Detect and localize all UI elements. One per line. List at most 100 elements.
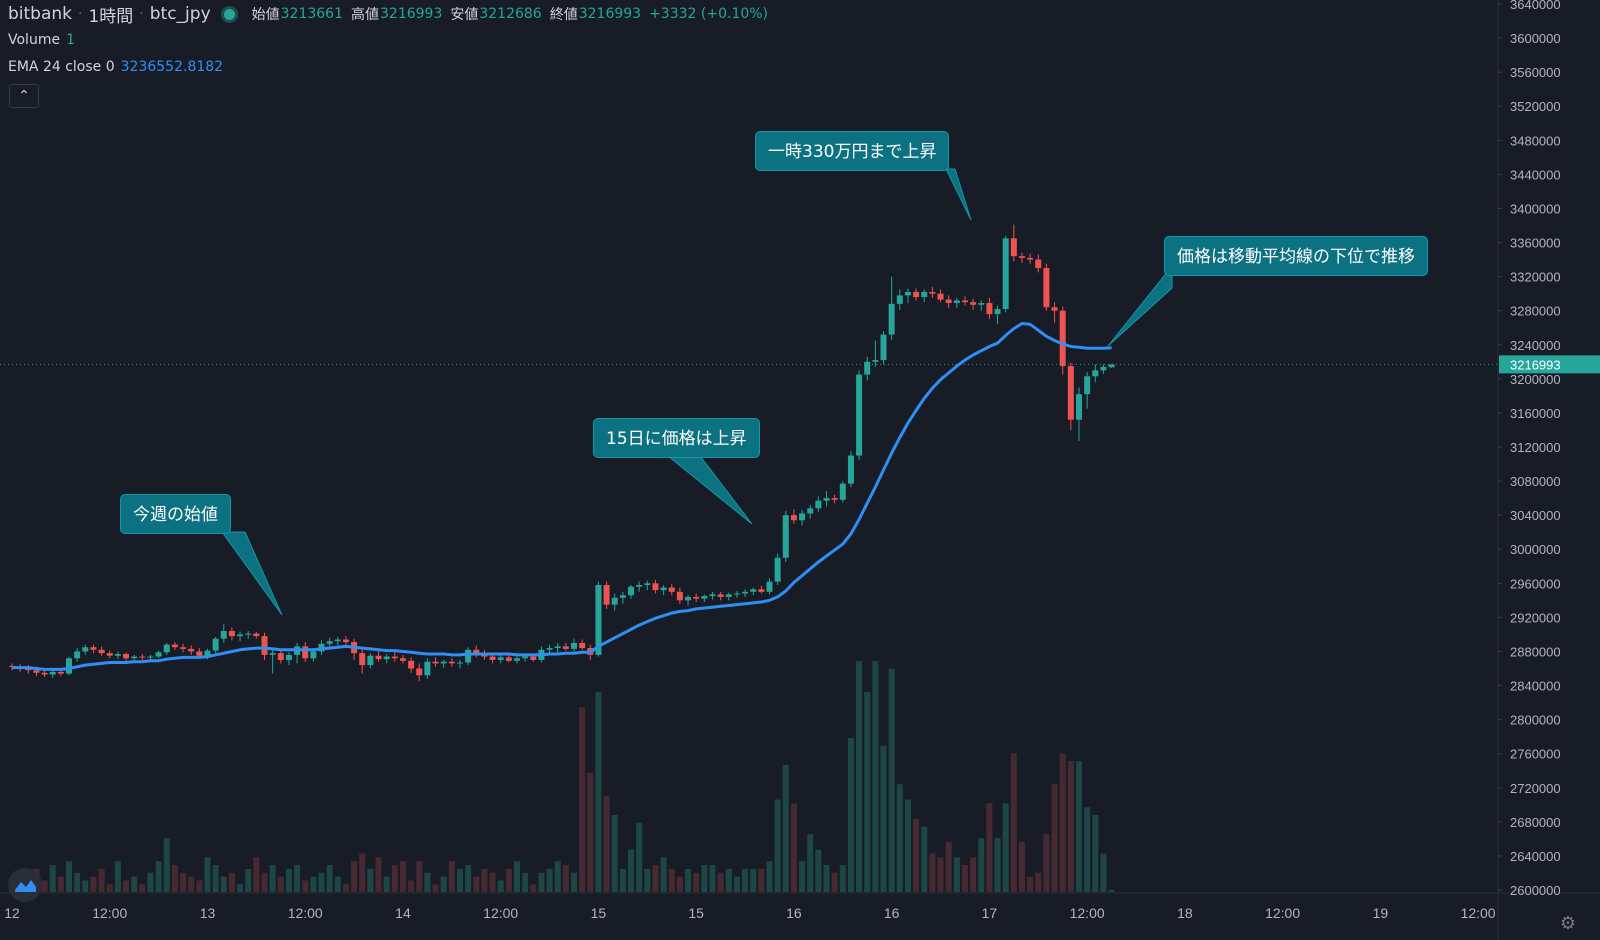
candle-body: [180, 647, 187, 649]
candle-body: [709, 594, 716, 597]
volume-bar: [530, 884, 537, 892]
volume-bar: [302, 880, 309, 892]
volume-bar: [74, 872, 81, 892]
candle-body: [505, 657, 512, 661]
volume-bar: [261, 872, 268, 892]
volume-bar: [285, 868, 292, 892]
volume-bar: [49, 865, 56, 892]
volume-bar: [628, 849, 635, 892]
candle-body: [391, 656, 398, 659]
candle-body: [807, 508, 814, 514]
volume-bar: [1084, 807, 1091, 892]
volume-bar: [82, 880, 89, 892]
volume-bar: [790, 803, 797, 892]
price-tick-label: 2960000: [1510, 576, 1561, 591]
volume-bar: [123, 880, 130, 892]
volume-bar: [571, 872, 578, 892]
price-tick-label: 3080000: [1510, 474, 1561, 489]
candle-body: [725, 594, 732, 597]
candle-body: [904, 291, 911, 296]
volume-bar: [383, 876, 390, 892]
candle-body: [253, 633, 260, 637]
candle-body: [285, 654, 292, 660]
candle-body: [448, 661, 455, 664]
candle-body: [864, 361, 871, 375]
candle-body: [440, 661, 447, 664]
price-tick-label: 3360000: [1510, 236, 1561, 251]
ema-line: [12, 322, 1112, 671]
candle-body: [310, 651, 317, 659]
price-tick-label: 3240000: [1510, 338, 1561, 353]
volume-bar: [90, 876, 97, 892]
candle-body: [880, 334, 887, 361]
candle-body: [1018, 256, 1025, 258]
volume-bar: [823, 865, 830, 892]
volume-bar: [237, 884, 244, 892]
symbol-name[interactable]: btc_jpy: [149, 4, 211, 24]
time-tick-label: 12:00: [1265, 905, 1300, 921]
time-tick-label: 13: [200, 905, 216, 921]
volume-bar: [1100, 853, 1107, 892]
volume-bar: [147, 872, 154, 892]
candle-body: [668, 587, 675, 592]
volume-bar: [456, 868, 463, 892]
candle-body: [1067, 366, 1074, 420]
candle-body: [399, 658, 406, 661]
volume-bar: [880, 745, 887, 892]
candle-body: [465, 649, 472, 663]
candle-body: [660, 587, 667, 591]
open-value: 3213661: [280, 6, 343, 22]
callout-peak-3-3m: 一時330万円まで上昇: [755, 131, 950, 171]
chevron-up-icon: ⌃: [18, 88, 30, 104]
time-tick-label: 19: [1373, 905, 1389, 921]
volume-bar: [1108, 889, 1115, 892]
open-label: 始値: [251, 7, 280, 23]
volume-bar: [1059, 753, 1066, 892]
volume-bar: [1035, 872, 1042, 892]
volume-bar: [953, 857, 960, 892]
candle-body: [937, 293, 944, 300]
collapse-legend-button[interactable]: ⌃: [9, 84, 39, 108]
settings-gear-icon[interactable]: ⚙: [1559, 913, 1576, 934]
volume-bar: [888, 668, 895, 892]
time-tick-label: 14: [395, 905, 411, 921]
volume-bar: [98, 868, 105, 892]
candle-body: [98, 649, 105, 654]
candle-body: [1059, 310, 1066, 367]
last-price-label: 3216993: [1510, 357, 1561, 372]
volume-bar: [114, 861, 121, 892]
candle-body: [106, 653, 113, 656]
volume-bar: [66, 861, 73, 892]
price-tick-label: 3440000: [1510, 167, 1561, 182]
callout-15th-rise: 15日に価格は上昇: [593, 418, 760, 458]
volume-bar: [774, 799, 781, 892]
volume-bar: [228, 872, 235, 892]
candle-body: [1108, 364, 1115, 368]
volume-legend[interactable]: Volume 1: [8, 30, 83, 50]
candle-body: [74, 651, 81, 659]
volume-bar: [505, 868, 512, 892]
volume-bar: [57, 876, 64, 892]
candle-body: [831, 498, 838, 500]
candle-body: [742, 591, 749, 594]
candle-body: [986, 303, 993, 315]
volume-bar: [212, 865, 219, 892]
high-value: 3216993: [380, 6, 443, 22]
volume-bar: [872, 661, 879, 892]
candle-body: [815, 500, 822, 509]
volume-bar: [408, 880, 415, 892]
volume-bar: [432, 884, 439, 892]
tradingview-logo-icon[interactable]: [8, 868, 42, 902]
candle-body: [733, 593, 740, 595]
ema-legend[interactable]: EMA 24 close 0 3236552.8182: [8, 57, 229, 77]
volume-bar: [106, 884, 113, 892]
volume-bar: [171, 865, 178, 892]
candle-body: [522, 656, 529, 659]
candle-body: [799, 513, 806, 521]
volume-bar: [611, 815, 618, 892]
volume-bar: [481, 868, 488, 892]
volume-bar: [204, 857, 211, 892]
interval-label[interactable]: 1時間: [88, 6, 134, 27]
close-label: 終値: [549, 7, 578, 23]
